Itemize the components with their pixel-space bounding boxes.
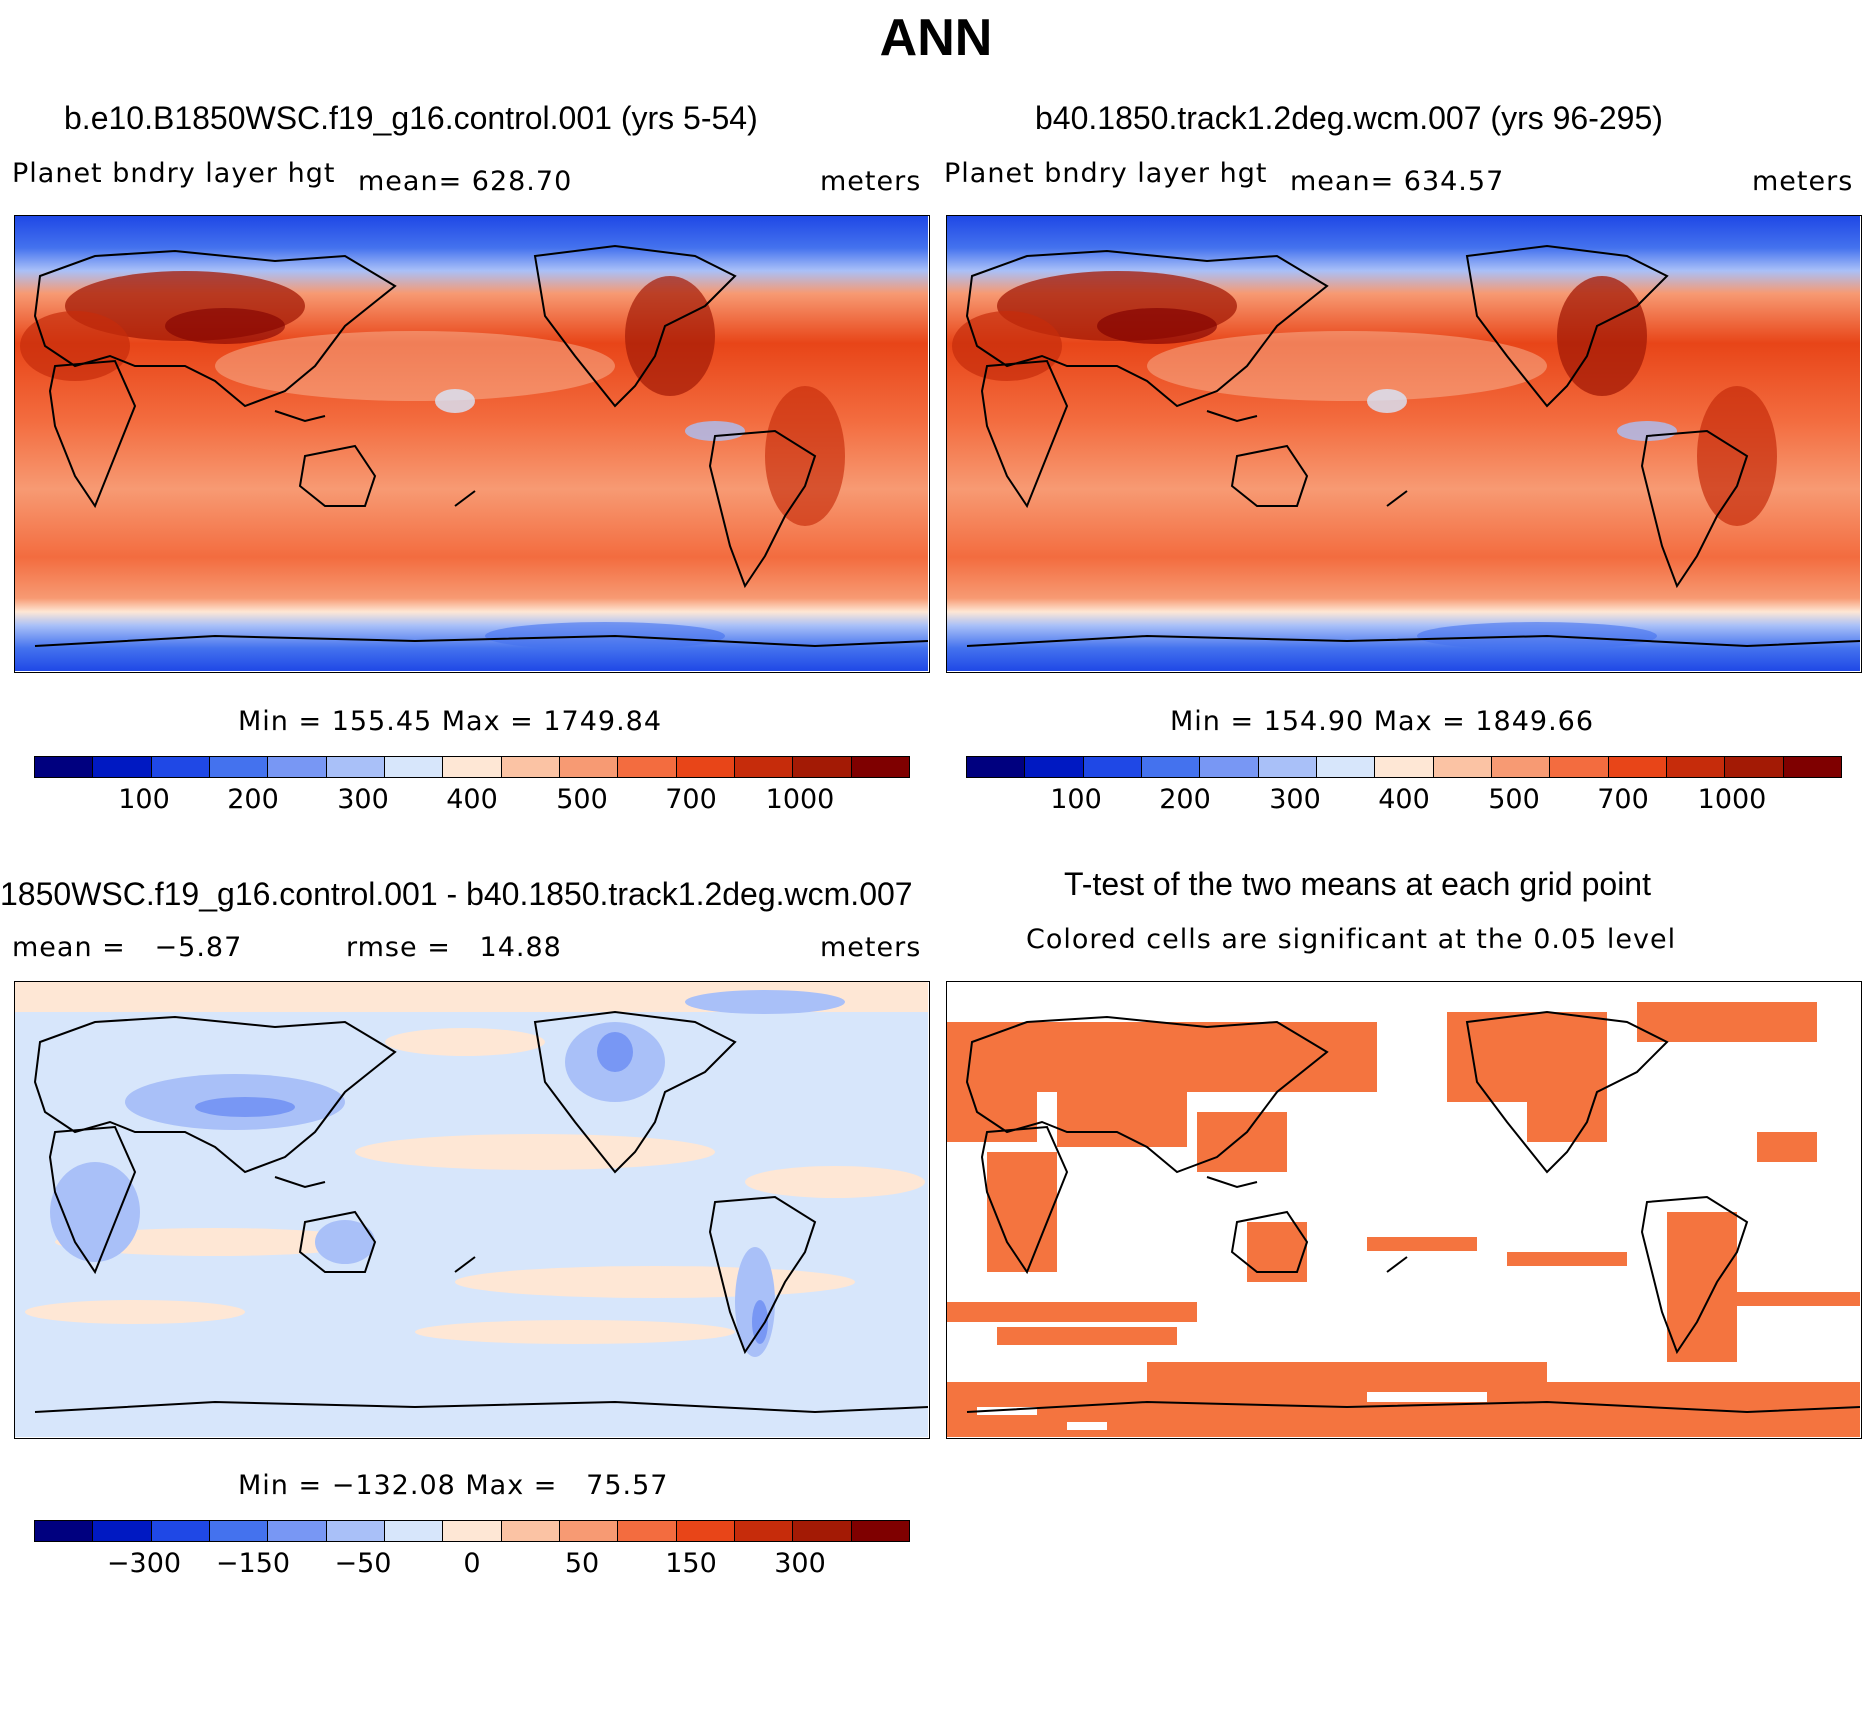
colorbar-cell: [793, 1521, 852, 1541]
colorbar-cell: [35, 1521, 94, 1541]
colorbar-cell: [1608, 757, 1667, 777]
units-label-control: meters: [820, 166, 922, 197]
colorbar-cell: [1258, 757, 1317, 777]
colorbar-cell: [851, 1521, 909, 1541]
panel-title-control: b.e10.B1850WSC.f19_g16.control.001 (yrs …: [64, 100, 758, 136]
colorbar-tick-label: 500: [556, 784, 608, 815]
colorbar-cell: [1550, 757, 1609, 777]
colorbar-tick-label: 200: [227, 784, 279, 815]
colorbar-cell: [1316, 757, 1376, 777]
colorbar-cell: [1083, 757, 1142, 777]
colorbar-tick-label: 150: [665, 1548, 717, 1579]
variable-label-control: Planet bndry layer hgt: [12, 158, 336, 189]
colorbar-cell: [93, 1521, 152, 1541]
colorbar-cell: [209, 757, 269, 777]
colorbar-cell: [676, 757, 735, 777]
colorbar-cell: [793, 757, 852, 777]
map-ttest-significance: [946, 981, 1862, 1439]
colorbar-control: [34, 756, 910, 778]
units-label-test: meters: [1752, 166, 1854, 197]
colorbar-tick-label: 1000: [765, 784, 835, 815]
variable-label-test: Planet bndry layer hgt: [944, 158, 1268, 189]
map-test-pbl-height: [946, 215, 1862, 673]
panel-title-difference: 1850WSC.f19_g16.control.001 - b40.1850.t…: [0, 876, 913, 912]
colorbar-cell: [1141, 757, 1201, 777]
colorbar-cell: [559, 1521, 619, 1541]
minmax-label-test: Min = 154.90 Max = 1849.66: [1170, 706, 1595, 737]
colorbar-tick-label: 300: [337, 784, 389, 815]
map-control-pbl-height: [14, 215, 930, 673]
colorbar-cell: [384, 757, 444, 777]
colorbar-tick-label: 1000: [1697, 784, 1767, 815]
colorbar-tick-label: 700: [665, 784, 717, 815]
colorbar-tick-label: 700: [1597, 784, 1649, 815]
minmax-label-difference: Min = −132.08 Max = 75.57: [238, 1470, 669, 1501]
colorbar-cell: [559, 757, 619, 777]
colorbar-cell: [1200, 757, 1259, 777]
colorbar-cell: [734, 757, 794, 777]
colorbar-tick-label: 100: [118, 784, 170, 815]
mean-label-test: mean= 634.57: [1290, 166, 1505, 197]
colorbar-cell: [501, 1521, 560, 1541]
colorbar-cell: [851, 757, 909, 777]
colorbar-cell: [35, 757, 94, 777]
colorbar-difference: [34, 1520, 910, 1542]
colorbar-cell: [1783, 757, 1841, 777]
colorbar-tick-label: 200: [1159, 784, 1211, 815]
colorbar-cell: [326, 757, 385, 777]
colorbar-cell: [268, 757, 327, 777]
colorbar-cell: [618, 757, 677, 777]
ttest-subtitle: Colored cells are significant at the 0.0…: [1026, 924, 1677, 955]
colorbar-tick-label: 100: [1050, 784, 1102, 815]
colorbar-cell: [1375, 757, 1434, 777]
colorbar-cell: [443, 757, 502, 777]
colorbar-tick-label: −150: [215, 1548, 291, 1579]
minmax-label-control: Min = 155.45 Max = 1749.84: [238, 706, 663, 737]
colorbar-cell: [1491, 757, 1551, 777]
colorbar-cell: [1666, 757, 1726, 777]
panel-title-test: b40.1850.track1.2deg.wcm.007 (yrs 96-295…: [1035, 100, 1663, 136]
colorbar-cell: [501, 757, 560, 777]
colorbar-tick-label: 500: [1488, 784, 1540, 815]
colorbar-cell: [676, 1521, 735, 1541]
colorbar-test: [966, 756, 1842, 778]
colorbar-cell: [209, 1521, 269, 1541]
units-label-difference: meters: [820, 932, 922, 963]
colorbar-cell: [443, 1521, 502, 1541]
colorbar-tick-label: 400: [1378, 784, 1430, 815]
figure-title: ANN: [879, 9, 993, 67]
colorbar-tick-label: 300: [1269, 784, 1321, 815]
rmse-label-difference: rmse = 14.88: [346, 932, 562, 963]
mean-label-control: mean= 628.70: [358, 166, 573, 197]
colorbar-tick-label: 50: [564, 1548, 600, 1579]
colorbar-cell: [384, 1521, 444, 1541]
colorbar-cell: [151, 757, 210, 777]
colorbar-cell: [93, 757, 152, 777]
colorbar-tick-label: 400: [446, 784, 498, 815]
colorbar-tick-label: −50: [334, 1548, 392, 1579]
colorbar-cell: [1725, 757, 1784, 777]
colorbar-cell: [151, 1521, 210, 1541]
colorbar-cell: [618, 1521, 677, 1541]
colorbar-cell: [1433, 757, 1492, 777]
colorbar-cell: [734, 1521, 794, 1541]
colorbar-cell: [1025, 757, 1084, 777]
panel-title-ttest: T-test of the two means at each grid poi…: [1064, 866, 1651, 902]
colorbar-cell: [967, 757, 1026, 777]
colorbar-cell: [268, 1521, 327, 1541]
colorbar-tick-label: 300: [774, 1548, 826, 1579]
mean-label-difference: mean = −5.87: [12, 932, 243, 963]
colorbar-tick-label: −300: [106, 1548, 182, 1579]
colorbar-tick-label: 0: [463, 1548, 481, 1579]
map-difference: [14, 981, 930, 1439]
colorbar-cell: [326, 1521, 385, 1541]
